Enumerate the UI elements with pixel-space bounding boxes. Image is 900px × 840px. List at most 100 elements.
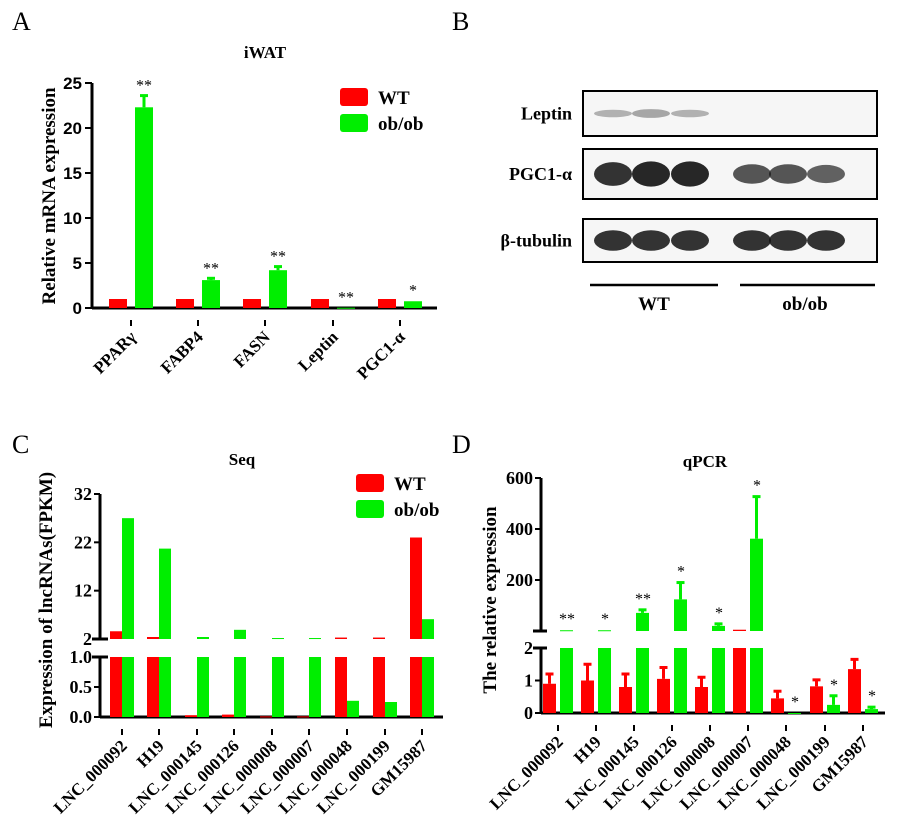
chart-d-bar-ob/ob: [636, 648, 649, 713]
chart-d-xtick-label: LNC_000092: [486, 732, 567, 813]
chart-a-ytick-label: 0: [73, 299, 82, 318]
legend-swatch-1: [356, 500, 384, 518]
chart-d-ytick-label: 600: [506, 468, 533, 488]
chart-d-ylabel: The relative expression: [480, 506, 501, 694]
chart-c-bar-WT: [185, 715, 197, 717]
legend-label-0: WT: [378, 88, 410, 109]
chart-c-bar-ob/ob: [272, 657, 284, 717]
chart-c-bar-WT: [222, 714, 234, 717]
chart-d-bar-WT: [848, 669, 861, 713]
chart-c-bar-WT-upper: [335, 637, 347, 639]
chart-d-title: qPCR: [683, 452, 728, 471]
chart-c-bar-ob/ob-upper: [309, 638, 321, 640]
chart-d-bar-ob/ob-upper: [560, 630, 573, 632]
chart-c-bar-ob/ob-upper: [122, 518, 134, 639]
legend-swatch-0: [340, 88, 368, 106]
chart-c-bar-ob/ob-upper: [272, 638, 284, 640]
chart-c-bar-ob/ob-upper: [422, 619, 434, 639]
blot-band: [733, 230, 771, 251]
chart-d-ytick-label: 200: [506, 570, 533, 590]
chart-c-bar-WT-upper: [373, 637, 385, 639]
chart-a-bar-WT: [176, 299, 194, 308]
blot-band: [671, 230, 709, 251]
chart-d-bar-ob/ob: [865, 709, 878, 713]
chart-d-significance: *: [677, 564, 685, 581]
chart-d-significance: **: [559, 611, 575, 628]
chart-a-bar-ob/ob: [337, 307, 355, 309]
chart-c-bar-WT: [297, 716, 309, 718]
chart-d-ytick-label: 0: [524, 703, 533, 723]
chart-c-ytick-label: 2: [83, 629, 92, 649]
blot-band: [671, 109, 709, 118]
blot-band: [632, 161, 670, 187]
blot-row-0: [582, 90, 878, 137]
blot-band: [807, 230, 845, 251]
chart-c-bar-ob/ob-upper: [234, 629, 246, 639]
blot-band: [594, 162, 632, 186]
chart-c-ytick-label: 32: [74, 484, 92, 504]
chart-a-xtick-label: FASN: [230, 327, 274, 371]
legend-label-1: ob/ob: [394, 500, 439, 521]
blot-band: [733, 164, 771, 184]
chart-c-bar-WT: [373, 657, 385, 717]
panel-label-C: C: [12, 430, 29, 459]
chart-d-significance: *: [753, 478, 761, 495]
chart-d-bar-ob/ob: [560, 648, 573, 713]
chart-a-ytick-label: 5: [73, 254, 82, 273]
chart-a-bar-WT: [109, 299, 127, 308]
chart-c-bar-ob/ob: [422, 657, 434, 717]
chart-a-bar-ob/ob: [135, 107, 153, 308]
chart-a-significance: *: [409, 283, 417, 300]
panel-label-D: D: [452, 430, 471, 459]
panel-label-B: B: [452, 7, 469, 36]
chart-c-bar-ob/ob-upper: [197, 637, 209, 639]
chart-d-bar-WT: [657, 678, 670, 713]
chart-c-bar-ob/ob: [197, 657, 209, 717]
chart-d-significance: *: [715, 605, 723, 622]
blot-band: [769, 164, 807, 184]
panel-label-A: A: [12, 7, 31, 36]
chart-a-title: iWAT: [244, 43, 287, 62]
chart-a-significance: **: [136, 78, 152, 95]
legend-label-0: WT: [394, 474, 426, 495]
blot-band: [671, 161, 709, 187]
chart-a-significance: **: [203, 260, 219, 277]
chart-d-bar-ob/ob: [598, 648, 611, 713]
chart-c-bar-ob/ob: [234, 657, 246, 717]
chart-a-bar-WT: [311, 299, 329, 308]
chart-c-xtick-label: LNC_000092: [50, 736, 131, 817]
chart-a-bar-ob/ob: [202, 280, 220, 308]
chart-d-bar-ob/ob-upper: [750, 538, 763, 631]
chart-d-significance: *: [868, 688, 876, 705]
chart-c-bar-WT: [335, 657, 347, 717]
chart-c-ylabel: Expression of lncRNAs(FPKM): [36, 472, 57, 728]
chart-d-bar-ob/ob: [674, 648, 687, 713]
chart-d-bar-ob/ob-upper: [674, 599, 687, 631]
blot-band: [632, 109, 670, 118]
chart-c-bar-WT-upper: [410, 537, 422, 639]
chart-a-significance: **: [270, 249, 286, 266]
chart-d-ytick-label: 400: [506, 519, 533, 539]
blot-group-label: ob/ob: [782, 294, 827, 315]
chart-d-significance: *: [791, 694, 799, 711]
blot-label: Leptin: [521, 104, 572, 124]
chart-d-bar-ob/ob-upper: [636, 612, 649, 631]
blot-band: [769, 230, 807, 251]
chart-c-ytick-label: 1.0: [70, 647, 93, 667]
chart-d-bar-ob/ob-upper: [598, 630, 611, 632]
chart-c-ytick-label: 0.5: [70, 677, 93, 697]
chart-d-bar-WT: [771, 698, 784, 713]
chart-d-bar-WT: [543, 683, 556, 713]
chart-c-ytick-label: 12: [74, 581, 92, 601]
chart-d-bar-ob/ob-upper: [712, 625, 725, 631]
chart-a-xtick-label: PPARγ: [90, 327, 140, 377]
chart-d-ytick-label: 2: [524, 638, 533, 658]
chart-a-bar-ob/ob: [269, 270, 287, 308]
legend-label-1: ob/ob: [378, 114, 423, 135]
blot-band: [807, 164, 845, 184]
blot-label: PGC1-α: [509, 164, 572, 184]
chart-c-bar-WT: [410, 657, 422, 717]
chart-d-bar-ob/ob: [788, 713, 801, 714]
blot-band: [594, 230, 632, 251]
